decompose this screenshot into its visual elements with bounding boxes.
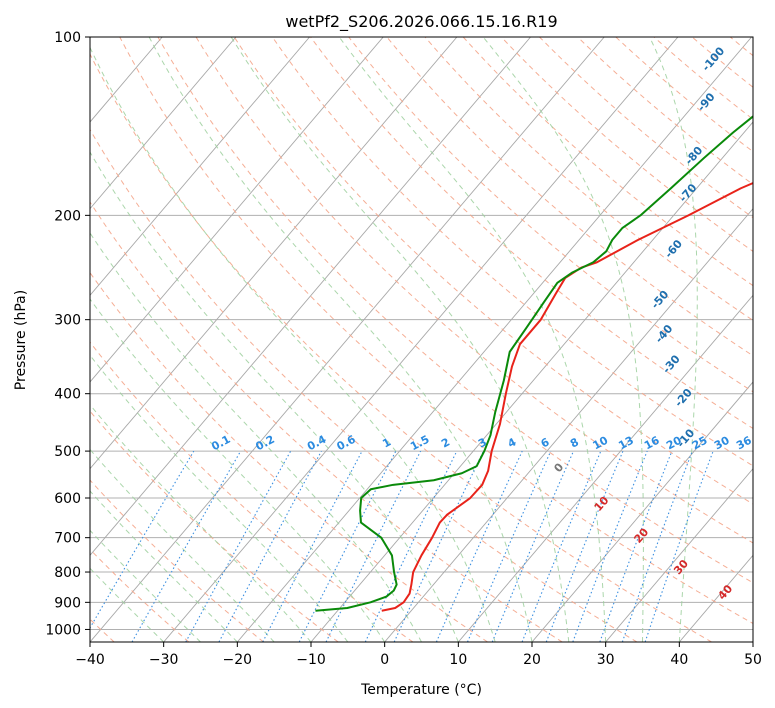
- dry-adiabat-line: [386, 37, 753, 357]
- y-tick-label: 700: [54, 531, 81, 547]
- y-tick-label: 600: [54, 491, 81, 507]
- y-tick-label: 900: [54, 595, 81, 611]
- mixing-ratio-line: [467, 450, 552, 642]
- dry-adiabat-line: [157, 37, 753, 584]
- isotherm-line: [605, 467, 753, 642]
- temperature-profile-line: [381, 182, 753, 612]
- dry-adiabat-line: [768, 37, 775, 642]
- isotherm-line: [236, 37, 752, 642]
- isotherm-line: [457, 294, 753, 642]
- x-tick-label: 40: [670, 652, 688, 668]
- y-tick-label: 300: [54, 313, 81, 329]
- x-tick-label: 10: [449, 652, 467, 668]
- x-tick-label: 50: [744, 652, 762, 668]
- mixing-ratio-line: [185, 450, 292, 642]
- x-tick-label: −30: [149, 652, 179, 668]
- mixing-ratio-label: 13: [616, 434, 636, 453]
- moist-adiabat-line: [649, 37, 698, 642]
- y-tick-label: 200: [54, 208, 81, 224]
- isotherm-line: [310, 121, 753, 642]
- dry-adiabat-line: [90, 341, 414, 642]
- x-tick-label: −20: [223, 652, 253, 668]
- moist-adiabat-line: [90, 403, 312, 642]
- y-tick-label: 100: [54, 30, 81, 46]
- mixing-ratio-label: 25: [690, 434, 710, 453]
- moist-adiabat-line: [90, 151, 459, 642]
- mixing-ratio-label: 36: [734, 434, 754, 453]
- isotherm-line: [90, 37, 237, 210]
- plot-frame: [89, 36, 754, 643]
- dry-adiabat-line: [90, 53, 712, 642]
- isotherm-line: [90, 37, 531, 557]
- mixing-ratio-label: 20: [664, 434, 684, 453]
- dry-adiabat-line: [90, 548, 190, 642]
- mixing-ratio-line: [491, 450, 575, 642]
- moist-adiabat-line: [148, 37, 533, 642]
- isotherm-line: [90, 37, 310, 297]
- mixing-ratio-line: [621, 450, 693, 642]
- y-tick-label: 1000: [45, 622, 81, 638]
- dry-adiabat-line: [310, 37, 753, 430]
- isotherm-line: [752, 641, 753, 642]
- moist-adiabat-line: [90, 232, 422, 642]
- moist-adiabat-line: [230, 37, 570, 642]
- mixing-ratio-line: [218, 450, 322, 642]
- isotherm-line: [384, 207, 753, 642]
- moist-adiabat-line: [90, 448, 275, 642]
- mixing-ratio-line: [298, 450, 397, 642]
- isotherm-line: [90, 37, 605, 642]
- dry-adiabat-line: [233, 37, 753, 505]
- mixing-ratio-line: [599, 450, 673, 642]
- moist-adiabat-line: [338, 37, 607, 642]
- isotherm-line: [90, 37, 384, 383]
- isotherm-line: [90, 37, 458, 470]
- dry-adiabat-line: [195, 37, 753, 544]
- moist-adiabat-line: [90, 354, 349, 642]
- dry-adiabat-line: [424, 37, 753, 321]
- isotherm-line: [531, 381, 753, 642]
- mixing-ratio-line: [545, 450, 624, 642]
- mixing-ratio-line: [435, 450, 523, 642]
- mixing-ratio-label: 30: [712, 434, 732, 453]
- plot-area: [90, 37, 753, 642]
- mixing-ratio-label: 16: [642, 434, 662, 453]
- dry-adiabat-line: [90, 201, 563, 642]
- y-axis-label: Pressure (hPa): [13, 290, 29, 390]
- dry-adiabat-line: [119, 37, 753, 625]
- x-tick-label: −40: [75, 652, 105, 668]
- x-tick-label: 30: [597, 652, 615, 668]
- mixing-ratio-line: [644, 450, 714, 642]
- mixing-ratio-label: 10: [591, 434, 611, 453]
- moist-adiabat-line: [90, 46, 496, 642]
- dewpoint-profile-line: [315, 115, 753, 612]
- mixing-ratio-line: [572, 450, 648, 642]
- y-tick-label: 400: [54, 387, 81, 403]
- y-tick-label: 800: [54, 565, 81, 581]
- dry-adiabat-line: [90, 271, 488, 642]
- isotherm-line: [163, 37, 679, 642]
- mixing-ratio-line: [325, 450, 422, 642]
- chart-title: wetPf2_S206.2026.066.15.16.R19: [285, 12, 557, 32]
- mixing-ratio-line: [521, 450, 602, 642]
- x-tick-label: 20: [523, 652, 541, 668]
- x-tick-label: 0: [380, 652, 389, 668]
- x-axis-label: Temperature (°C): [360, 682, 482, 698]
- dry-adiabat-line: [90, 410, 339, 642]
- y-tick-label: 500: [54, 444, 81, 460]
- x-tick-label: −10: [296, 652, 326, 668]
- moist-adiabat-line: [482, 37, 644, 642]
- dry-adiabat-line: [90, 479, 264, 642]
- dry-adiabat-line: [90, 128, 638, 642]
